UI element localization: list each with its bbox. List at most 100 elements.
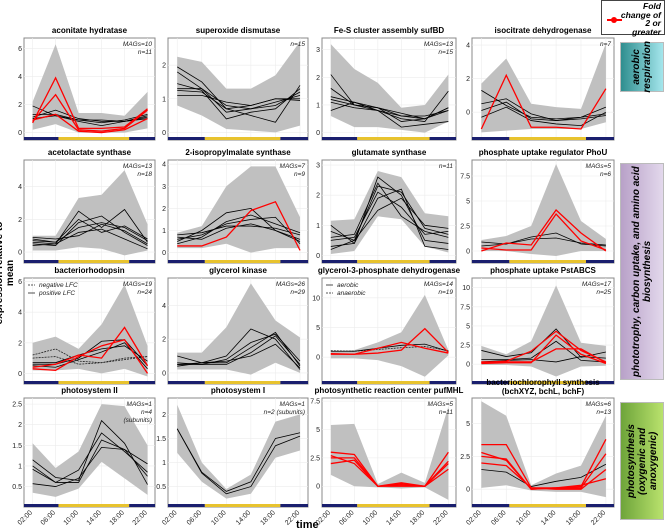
series-line bbox=[481, 98, 607, 121]
category-label: aerobic respiration bbox=[631, 41, 653, 93]
night-bar bbox=[429, 381, 456, 384]
series-line bbox=[32, 228, 148, 250]
y-tick-label: 2.5 bbox=[460, 224, 470, 231]
panel-title: glycerol-3-phosphate dehydrogenase bbox=[317, 266, 461, 275]
x-tick-label: 18:00 bbox=[409, 509, 426, 526]
fold-change-series-line bbox=[32, 326, 149, 368]
y-tick-label: 0 bbox=[18, 371, 22, 378]
y-tick-label: 0 bbox=[466, 487, 470, 494]
series-line bbox=[32, 215, 148, 246]
y-tick-label: 1 bbox=[18, 463, 22, 470]
night-bar bbox=[129, 381, 155, 384]
x-tick-label: 22:00 bbox=[132, 509, 149, 526]
panel-annotation: MAGs=17 bbox=[582, 281, 611, 288]
night-bar bbox=[129, 137, 155, 140]
panel-title: aconitate hydratase bbox=[51, 26, 128, 35]
panel-annotation: MAGs=14 bbox=[424, 281, 453, 288]
panel-annotation: n=6 bbox=[600, 171, 611, 178]
panel-annotation: n=25 bbox=[596, 289, 611, 296]
panel-legend-label: anaerobic bbox=[337, 290, 366, 297]
y-tick-label: 1 bbox=[162, 228, 166, 235]
x-tick-label: 02:00 bbox=[161, 509, 178, 526]
night-bar bbox=[585, 381, 614, 384]
panel-annotation: MAGs=6 bbox=[586, 401, 612, 408]
y-axis-label: expression relative to mean bbox=[0, 221, 16, 325]
panel-title: isocitrate dehydrogenase bbox=[494, 26, 592, 35]
y-tick-label: 0.5 bbox=[12, 484, 22, 491]
category-aerobic-respiration: aerobic respiration bbox=[620, 41, 664, 93]
panel-annotation: MAGs=7 bbox=[280, 163, 306, 170]
night-bar bbox=[168, 504, 205, 507]
panel-title: photosystem I bbox=[210, 386, 266, 395]
y-tick-label: 4 bbox=[466, 43, 470, 50]
night-bar bbox=[429, 260, 456, 263]
range-band bbox=[32, 44, 148, 133]
y-tick-label: 2 bbox=[316, 193, 320, 200]
panel-annotation: n=9 bbox=[294, 171, 305, 178]
day-bar bbox=[357, 504, 430, 507]
night-bar bbox=[429, 137, 456, 140]
series-line bbox=[330, 182, 449, 238]
range-band bbox=[177, 283, 301, 375]
x-tick-label: 06:00 bbox=[338, 509, 355, 526]
night-bar bbox=[168, 137, 205, 140]
y-tick-label: 4 bbox=[162, 162, 166, 169]
y-tick-label: 0 bbox=[466, 249, 470, 256]
panel-3: 0 1 2 3 MAGs=13n=15 bbox=[316, 37, 457, 141]
night-bar bbox=[322, 381, 358, 384]
night-bar bbox=[322, 504, 358, 507]
panel-title: bacteriorhodopsin bbox=[54, 266, 125, 275]
y-tick-label: 0 bbox=[316, 130, 320, 137]
panel-annotation: n=29 bbox=[290, 289, 305, 296]
fold-change-series-line bbox=[481, 451, 607, 490]
series-line bbox=[177, 333, 301, 365]
day-bar bbox=[58, 137, 130, 140]
y-tick-label: 0 bbox=[162, 130, 166, 137]
panel-title: phosphate uptake PstABCS bbox=[490, 266, 596, 275]
night-bar bbox=[168, 260, 205, 263]
night-bar bbox=[168, 381, 205, 384]
panel-legend-label: aerobic bbox=[337, 282, 359, 289]
series-line bbox=[32, 113, 148, 124]
day-bar bbox=[204, 137, 281, 140]
panel-annotation: (subunits) bbox=[123, 417, 152, 424]
x-tick-label: 10:00 bbox=[210, 509, 227, 526]
day-bar bbox=[204, 381, 281, 384]
x-tick-label: 10:00 bbox=[63, 509, 80, 526]
night-bar bbox=[280, 504, 308, 507]
x-tick-label: 14:00 bbox=[385, 509, 402, 526]
series-line bbox=[481, 356, 606, 363]
panel-title: superoxide dismutase bbox=[195, 26, 281, 35]
panel-annotation: n=7 bbox=[600, 41, 611, 48]
panel-annotation: n=24 bbox=[137, 289, 152, 296]
y-tick-label: 10 bbox=[462, 285, 470, 292]
day-bar bbox=[204, 260, 281, 263]
y-tick-label: 0 bbox=[162, 370, 166, 377]
day-bar bbox=[509, 381, 586, 384]
y-tick-label: 0 bbox=[18, 250, 22, 257]
day-bar bbox=[58, 381, 130, 384]
night-bar bbox=[472, 137, 510, 140]
fold-change-series-line bbox=[32, 113, 148, 134]
series-line bbox=[330, 188, 449, 250]
y-tick-label: 2 bbox=[18, 422, 22, 429]
y-tick-label: 2 bbox=[18, 340, 22, 347]
panel-annotation: MAGs=19 bbox=[123, 281, 152, 288]
night-bar bbox=[585, 260, 614, 263]
x-tick-label: 06:00 bbox=[186, 509, 203, 526]
y-tick-label: 1 bbox=[162, 460, 166, 467]
panel-title: bacteriochlorophyll synthesis (bchXYZ, b… bbox=[486, 378, 600, 396]
y-tick-label: 0 bbox=[466, 362, 470, 369]
x-tick-label: 02:00 bbox=[17, 509, 34, 526]
night-bar bbox=[280, 381, 308, 384]
y-tick-label: 2 bbox=[162, 337, 166, 344]
x-tick-label: 14:00 bbox=[86, 509, 103, 526]
x-tick-label: 18:00 bbox=[565, 509, 582, 526]
y-tick-label: 2 bbox=[162, 412, 166, 419]
panel-annotation: n=15 bbox=[290, 41, 305, 48]
night-bar bbox=[429, 504, 456, 507]
day-bar bbox=[509, 504, 586, 507]
panel-title: glycerol kinase bbox=[209, 266, 267, 275]
